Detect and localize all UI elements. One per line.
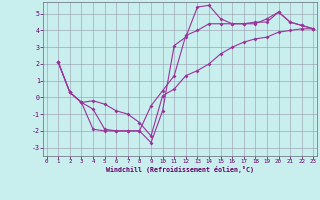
X-axis label: Windchill (Refroidissement éolien,°C): Windchill (Refroidissement éolien,°C) xyxy=(106,166,254,173)
